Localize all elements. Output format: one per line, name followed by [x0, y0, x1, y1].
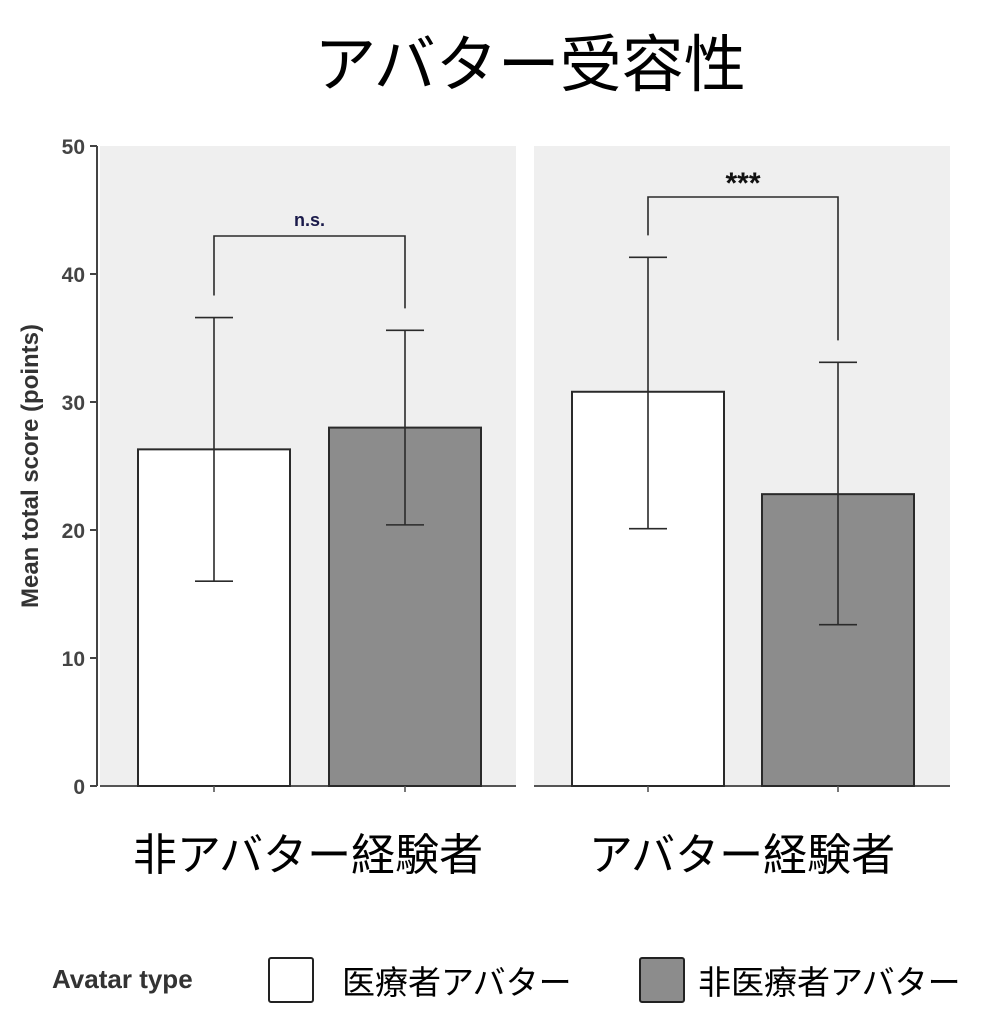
legend-swatch-2: [639, 957, 685, 1003]
y-tick-label: 20: [62, 520, 85, 543]
legend-swatch-1: [268, 957, 314, 1003]
chart-title: アバター受容性: [314, 28, 746, 101]
y-tick-label: 40: [62, 264, 85, 287]
significance-bracket: [213, 235, 406, 309]
y-tick-label: 50: [62, 136, 85, 159]
y-tick-label: 0: [73, 776, 85, 799]
y-tick-label: 10: [62, 648, 85, 671]
panel-label: アバター経験者: [589, 830, 895, 881]
significance-label: n.s.: [294, 210, 325, 230]
legend-title: Avatar type: [52, 964, 193, 994]
significance-bracket: [647, 196, 839, 341]
y-tick-label: 30: [62, 392, 85, 415]
panel-label: 非アバター経験者: [133, 830, 483, 881]
legend-label: 非医療者アバター: [698, 963, 961, 1002]
y-axis-label: Mean total score (points): [17, 324, 44, 608]
legend-label: 医療者アバター: [342, 963, 572, 1002]
significance-label: ***: [725, 167, 760, 200]
